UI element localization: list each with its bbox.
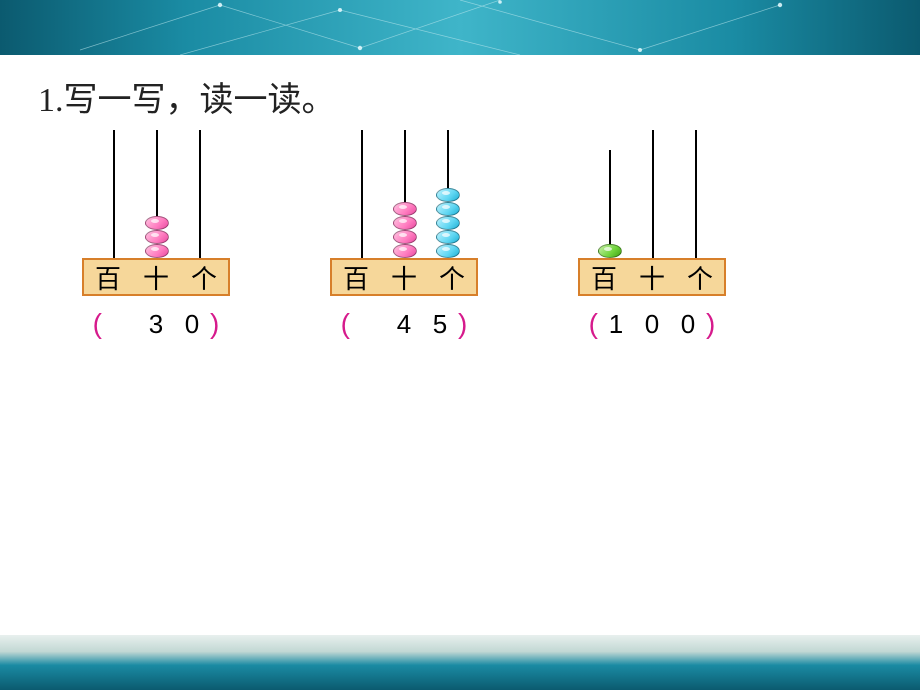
left-paren: ( (93, 308, 102, 340)
bead (393, 216, 417, 230)
answer-digit: 0 (174, 309, 210, 340)
rod (199, 130, 201, 258)
rod (156, 130, 158, 258)
place-label-ten: 十 (391, 259, 417, 296)
answer-digit: 5 (422, 309, 458, 340)
rod (652, 130, 654, 258)
bead (393, 244, 417, 258)
left-paren: ( (341, 308, 350, 340)
place-label-one: 个 (687, 259, 713, 296)
rod (447, 130, 449, 258)
answer-row: (30) (93, 308, 220, 340)
place-label-ten: 十 (143, 259, 169, 296)
place-value-bar: 百十个 (330, 258, 478, 296)
place-label-hundred: 百 (343, 259, 369, 296)
bead (393, 230, 417, 244)
bead (598, 244, 622, 258)
right-paren: ) (458, 308, 467, 340)
rod (113, 130, 115, 258)
bead (436, 202, 460, 216)
bead (436, 230, 460, 244)
place-value-bar: 百十个 (578, 258, 726, 296)
bead (436, 216, 460, 230)
abacus: 百十个(100) (578, 130, 726, 340)
bead (145, 230, 169, 244)
bead-stack (393, 202, 417, 258)
bottom-banner (0, 635, 920, 690)
abacus: 百十个 (45) (330, 130, 478, 340)
answer-row: (100) (589, 308, 716, 340)
place-label-ten: 十 (639, 259, 665, 296)
bead-stack (436, 188, 460, 258)
place-label-hundred: 百 (95, 259, 121, 296)
place-label-hundred: 百 (591, 259, 617, 296)
rod (695, 130, 697, 258)
bead (436, 188, 460, 202)
place-label-one: 个 (439, 259, 465, 296)
answer-digit: 0 (634, 309, 670, 340)
bead (436, 244, 460, 258)
answer-digit: 3 (138, 309, 174, 340)
abaci-container: 百十个(30)百十个(45)百十个(100) (0, 130, 920, 340)
rod (404, 130, 406, 258)
right-paren: ) (706, 308, 715, 340)
exercise-title: 1.写一写，读一读。 (38, 72, 336, 121)
abacus-rods (334, 130, 474, 258)
bead-stack (598, 244, 622, 258)
right-paren: ) (210, 308, 219, 340)
answer-row: (45) (341, 308, 468, 340)
abacus-rods (86, 130, 226, 258)
bead (145, 216, 169, 230)
answer-digit: 4 (386, 309, 422, 340)
answer-digit: 0 (670, 309, 706, 340)
abacus: 百十个 (30) (82, 130, 230, 340)
abacus-rods (582, 130, 722, 258)
place-label-one: 个 (191, 259, 217, 296)
left-paren: ( (589, 308, 598, 340)
rod (361, 130, 363, 258)
bead (145, 244, 169, 258)
top-banner (0, 0, 920, 55)
bead-stack (145, 216, 169, 258)
place-value-bar: 百十个 (82, 258, 230, 296)
answer-digit: 1 (598, 309, 634, 340)
rod (609, 150, 611, 258)
bead (393, 202, 417, 216)
